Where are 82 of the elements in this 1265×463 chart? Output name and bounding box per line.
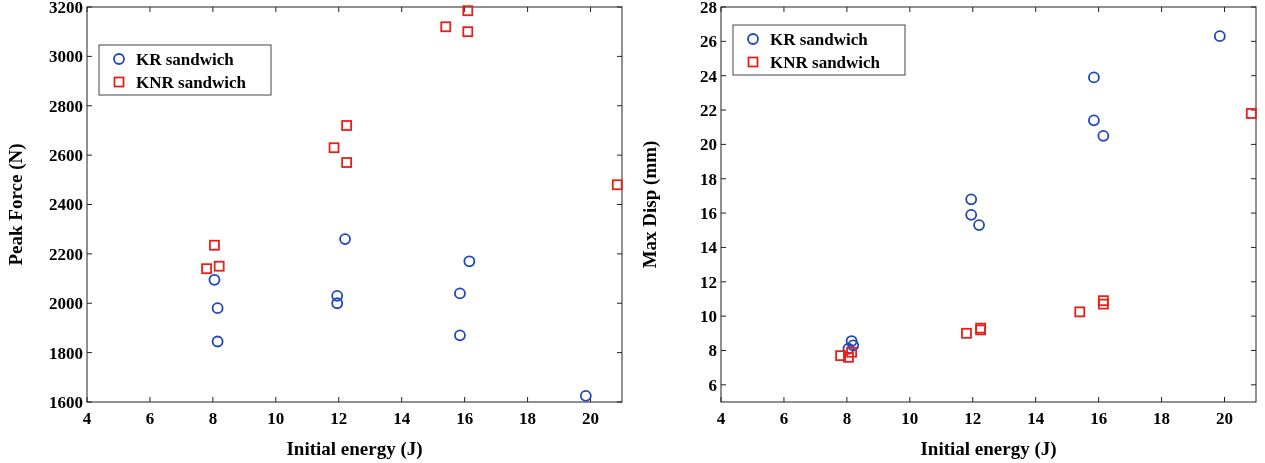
x-tick-label: 16 [1090,409,1108,428]
point [331,297,344,310]
legend-label: KR sandwich [136,49,235,69]
y-tick-label: 1600 [49,392,83,412]
point [331,289,344,302]
x-tick-label: 8 [208,409,218,428]
y-tick-label: 16 [700,204,717,224]
point [463,255,476,268]
x-tick-label: 12 [330,409,348,428]
point [341,120,353,131]
point [213,260,225,272]
point [847,339,860,352]
point [965,193,978,206]
x-tick-label: 6 [779,409,789,428]
x-tick-label: 16 [456,409,474,428]
y-tick-label: 2400 [49,195,83,215]
point [1074,306,1086,318]
y-tick-label: 10 [700,307,717,327]
x-tick-label: 14 [1027,409,1045,428]
y-tick-label: 24 [700,66,718,86]
point [1097,129,1110,142]
x-axis-title: Initial energy (J) [920,438,1057,460]
point [339,233,351,245]
legend-label: KNR sandwich [136,72,247,92]
y-tick-label: 28 [700,0,717,17]
x-tick-label: 18 [1153,409,1171,428]
x-tick-label: 20 [582,409,600,428]
x-tick-label: 10 [901,409,919,428]
y-tick-label: 22 [700,100,717,120]
y-tick-label: 1800 [49,343,83,363]
x-tick-label: 6 [145,409,155,428]
x-tick-label: 18 [519,409,537,428]
x-tick-label: 20 [1216,409,1234,428]
point [454,329,466,342]
x-tick-label: 12 [964,409,982,428]
point [209,239,220,251]
x-tick-label: 4 [82,409,92,428]
point [961,327,972,339]
y-tick-label: 26 [700,32,717,52]
point [965,208,978,221]
y-tick-label: 3000 [49,47,83,67]
point [211,302,224,315]
point [835,350,846,362]
y-tick-label: 2200 [49,244,83,264]
y-axis-title: Peak Force (N) [5,143,27,266]
x-axis-title: Initial energy (J) [286,438,423,460]
point [1088,114,1100,127]
point [462,26,474,38]
y-tick-label: 8 [708,341,717,361]
point [462,5,474,17]
y-tick-label: 20 [700,135,717,155]
y-tick-label: 12 [700,272,717,292]
point [201,263,212,275]
point [211,335,224,348]
x-tick-label: 8 [842,409,852,428]
x-tick-label: 14 [393,409,411,428]
point [846,346,857,358]
x-tick-label: 10 [267,409,285,428]
y-tick-label: 18 [700,169,717,189]
x-tick-label: 4 [716,409,726,428]
point [843,351,854,363]
point [341,157,353,168]
point [440,21,452,33]
y-tick-label: 6 [708,375,717,395]
y-tick-label: 2800 [49,96,83,116]
point [208,273,221,286]
legend-label: KNR sandwich [770,52,881,72]
point [454,287,466,300]
y-tick-label: 3200 [49,0,83,17]
y-axis-title: Max Disp (mm) [639,140,661,269]
y-tick-label: 2600 [49,146,83,166]
point [1213,30,1226,43]
y-tick-label: 14 [700,238,718,258]
legend-label: KR sandwich [770,29,869,49]
point [1245,108,1257,119]
point [611,179,623,191]
point [579,389,592,402]
point [1088,71,1100,84]
point [973,219,985,232]
y-tick-label: 2000 [49,294,83,314]
point [845,335,858,347]
point [328,142,340,154]
